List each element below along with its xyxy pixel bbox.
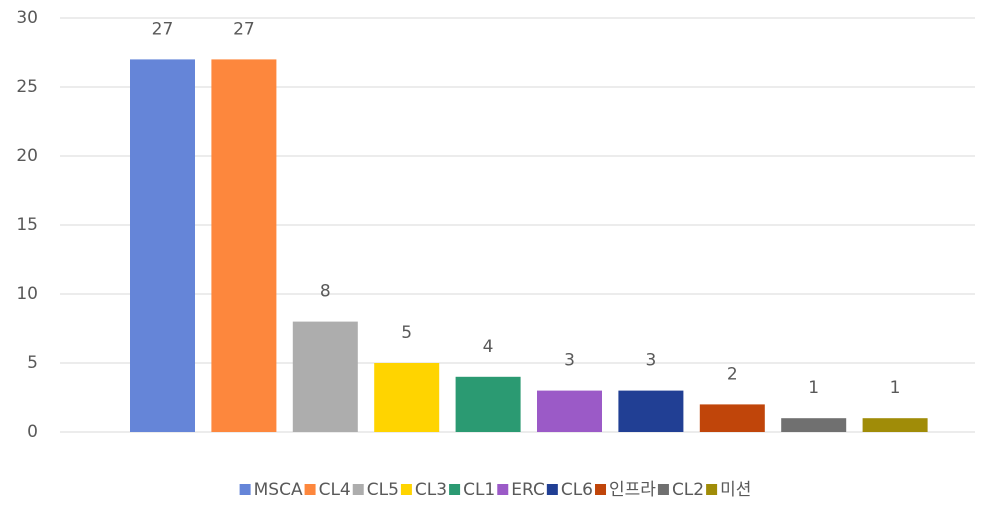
bar (862, 418, 928, 432)
bar (211, 59, 277, 433)
legend-label: ERC (511, 480, 545, 500)
data-label: 1 (890, 378, 901, 398)
bar (374, 363, 440, 432)
y-tick-label: 30 (16, 8, 38, 28)
bar (618, 390, 684, 432)
legend-label: CL4 (319, 480, 351, 500)
bar (781, 418, 847, 432)
data-label: 8 (320, 282, 331, 302)
y-tick-label: 10 (16, 284, 38, 304)
legend-label: CL2 (672, 480, 704, 500)
data-label: 1 (808, 378, 819, 398)
y-tick-label: 0 (27, 422, 38, 442)
legend-swatch (706, 484, 718, 495)
data-label: 3 (645, 351, 656, 371)
y-tick-label: 15 (16, 215, 38, 235)
legend-swatch (304, 484, 316, 495)
legend-swatch (546, 484, 558, 495)
data-label: 5 (401, 323, 412, 343)
legend-label: 인프라 (609, 480, 656, 500)
legend-label: CL1 (463, 480, 495, 500)
legend-swatch (497, 484, 509, 495)
bar (292, 321, 358, 432)
y-tick-label: 20 (16, 146, 38, 166)
legend-label: 미션 (720, 480, 751, 500)
data-label: 27 (152, 19, 174, 39)
legend-label: CL3 (415, 480, 447, 500)
data-label: 27 (233, 19, 255, 39)
bar (130, 59, 195, 433)
bar (455, 376, 521, 432)
legend-swatch (239, 484, 251, 495)
legend-swatch (595, 484, 607, 495)
legend-swatch (352, 484, 364, 495)
bar (699, 404, 765, 432)
y-tick-label: 25 (16, 77, 38, 97)
y-tick-label: 5 (27, 353, 38, 373)
legend-label: CL6 (561, 480, 593, 500)
legend-swatch (449, 484, 461, 495)
legend-label: CL5 (367, 480, 399, 500)
data-label: 4 (483, 337, 494, 357)
bar (537, 390, 602, 432)
legend-swatch (657, 484, 669, 495)
legend-swatch (400, 484, 412, 495)
data-label: 3 (564, 351, 575, 371)
data-label: 2 (727, 364, 738, 384)
legend-label: MSCA (254, 480, 303, 500)
